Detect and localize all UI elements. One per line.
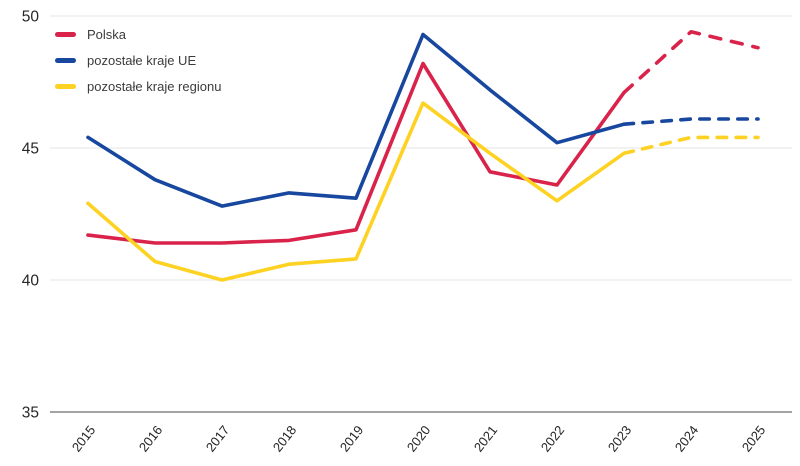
y-tick-label-35: 35 — [22, 405, 39, 422]
legend-item-pozostale-kraje-regionu: pozostałe kraje regionu — [55, 73, 221, 99]
y-tick-label-45: 45 — [22, 141, 39, 158]
x-tick-label-2020: 2020 — [404, 423, 434, 455]
x-tick-label-2017: 2017 — [203, 423, 233, 455]
series-line-pozostale-kraje-regionu-solid — [86, 101, 626, 282]
x-tick-label-2015: 2015 — [69, 423, 99, 455]
series-line-pozostale-kraje-ue-solid — [86, 32, 626, 208]
y-tick-label-40: 40 — [22, 273, 40, 290]
x-tick-label-2021: 2021 — [471, 423, 501, 455]
series-line-polska-forecast-dashed — [622, 29, 760, 95]
chart-legend: Polska pozostałe kraje UE pozostałe kraj… — [55, 21, 221, 99]
legend-item-pozostale-kraje-ue: pozostałe kraje UE — [55, 47, 221, 73]
y-tick-label-50: 50 — [22, 9, 40, 26]
x-tick-label-2016: 2016 — [136, 423, 166, 455]
x-tick-label-2022: 2022 — [538, 423, 568, 455]
x-tick-label-2019: 2019 — [337, 423, 367, 455]
x-tick-label-2023: 2023 — [605, 423, 635, 455]
series-line-pozostale-kraje-ue-forecast-dashed — [622, 117, 760, 126]
legend-swatch-pozostale-kraje-regionu — [55, 83, 76, 89]
legend-item-polska: Polska — [55, 21, 221, 47]
legend-label-polska: Polska — [87, 26, 127, 42]
x-tick-label-2025: 2025 — [739, 423, 769, 455]
series-line-polska-solid — [86, 61, 626, 245]
series-line-pozostale-kraje-regionu-forecast-dashed — [622, 135, 760, 156]
x-tick-label-2018: 2018 — [270, 423, 300, 455]
legend-label-pozostale-kraje-regionu: pozostałe kraje regionu — [87, 78, 222, 94]
legend-swatch-polska — [55, 31, 76, 37]
legend-label-pozostale-kraje-ue: pozostałe kraje UE — [87, 52, 197, 68]
x-tick-label-2024: 2024 — [672, 423, 702, 455]
legend-swatch-pozostale-kraje-ue — [55, 57, 76, 63]
